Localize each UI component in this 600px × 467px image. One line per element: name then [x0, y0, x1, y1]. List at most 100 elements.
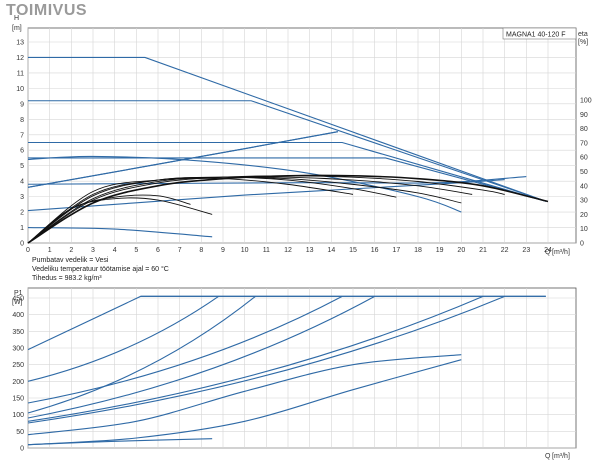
head-x-tick-15: 15	[349, 247, 357, 254]
head-curve-6	[27, 155, 462, 213]
head-x-tick-7: 7	[178, 247, 182, 254]
efficiency-curve-7	[27, 194, 191, 244]
power-curve-7	[27, 354, 462, 436]
head-x-tick-9: 9	[221, 247, 225, 254]
power-xlabel: Q	[545, 453, 551, 460]
head-x-tick-20: 20	[457, 247, 465, 254]
head-x-tick-24: 24	[544, 247, 552, 254]
note-fluid: Pumbatav vedelik = Vesi	[32, 257, 109, 264]
head-x-tick-14: 14	[327, 247, 335, 254]
head-curve-9	[27, 226, 213, 238]
head-yunit: [m]	[12, 25, 22, 32]
head-y-tick-11: 11	[17, 70, 24, 77]
power-y-tick-9: 450	[12, 296, 24, 303]
head-x-tick-22: 22	[501, 247, 509, 254]
eta-y-tick-1: 10	[580, 226, 588, 233]
head-x-tick-19: 19	[436, 247, 444, 254]
eta-y-tick-8: 80	[580, 126, 588, 133]
head-x-tick-4: 4	[113, 247, 117, 254]
power-chart-ticks: 0 50 100 150 200 250 300 350 400 450	[12, 296, 24, 453]
head-y-tick-10: 10	[16, 86, 24, 93]
head-curve-8	[27, 131, 338, 188]
eta-y-tick-7: 70	[580, 140, 588, 147]
power-y-tick-7: 350	[12, 329, 24, 336]
power-curve-9	[27, 438, 213, 446]
head-x-tick-10: 10	[241, 247, 249, 254]
power-curve-3	[27, 295, 343, 404]
efficiency-curve-3	[27, 176, 462, 244]
head-y-tick-4: 4	[20, 179, 24, 186]
head-y-tick-8: 8	[20, 117, 24, 124]
power-y-tick-0: 0	[20, 446, 24, 453]
head-chart-frame	[27, 27, 577, 244]
power-chart-frame	[27, 287, 577, 449]
head-curves	[27, 56, 547, 238]
eta-y-tick-9: 90	[580, 112, 588, 119]
head-x-tick-21: 21	[479, 247, 487, 254]
head-x-tick-2: 2	[69, 247, 73, 254]
power-y-tick-1: 50	[16, 429, 24, 436]
head-x-tick-23: 23	[522, 247, 530, 254]
efficiency-curve-2	[27, 176, 473, 244]
head-curve-1	[28, 100, 547, 202]
eta-y-tick-3: 30	[580, 198, 588, 205]
model-label: MAGNA1 40-120 F	[506, 32, 566, 39]
note-density: Tihedus = 983.2 kg/m³	[32, 275, 102, 282]
eta-y-tick-2: 20	[580, 212, 588, 219]
head-y-tick-12: 12	[16, 55, 24, 62]
power-curves	[27, 295, 546, 446]
note-temperature: Vedeliku temperatuur töötamise ajal = 60…	[32, 265, 169, 273]
head-y-tick-6: 6	[20, 148, 24, 155]
power-curve-5	[27, 295, 484, 422]
power-chart-grid	[27, 288, 576, 449]
power-y-tick-3: 150	[12, 396, 24, 403]
head-y-tick-9: 9	[20, 101, 24, 108]
power-curve-6	[27, 295, 505, 424]
head-curve-0	[28, 56, 547, 202]
head-x-tick-13: 13	[306, 247, 314, 254]
head-x-tick-11: 11	[263, 247, 270, 254]
eta-y-tick-10: 100	[580, 98, 592, 105]
head-x-tick-3: 3	[91, 247, 95, 254]
head-chart-grid	[27, 28, 576, 244]
head-y-tick-5: 5	[20, 163, 24, 170]
power-y-tick-8: 400	[12, 312, 24, 319]
power-xunit: [m³/h]	[552, 453, 570, 460]
head-curve-4	[27, 175, 527, 185]
eta-y-tick-4: 40	[580, 183, 588, 190]
head-x-tick-0: 0	[26, 247, 30, 254]
efficiency-curves	[27, 174, 549, 244]
head-chart-ticks: 0 1 2 3 4 5 6 7 8 9 10 11 12 13 14 15 16 17 18 19 20 21 22 23 24…	[16, 40, 592, 255]
head-xunit: [m³/h]	[552, 249, 570, 256]
head-ylabel: H	[14, 15, 19, 22]
power-y-tick-6: 300	[12, 346, 24, 353]
head-y-tick-7: 7	[20, 132, 24, 139]
head-x-tick-6: 6	[156, 247, 160, 254]
head-x-tick-12: 12	[284, 247, 292, 254]
head-x-tick-5: 5	[134, 247, 138, 254]
head-x-tick-1: 1	[48, 247, 52, 254]
eta-y-tick-6: 60	[580, 155, 588, 162]
efficiency-curve-5	[27, 177, 354, 244]
head-y-tick-2: 2	[20, 210, 24, 217]
eta-y-tick-0: 0	[580, 241, 584, 248]
power-curve-4	[27, 295, 375, 419]
power-curve-2	[27, 295, 256, 414]
eta-ylabel: eta	[578, 31, 588, 38]
power-y-tick-5: 250	[12, 362, 24, 369]
head-x-tick-16: 16	[371, 247, 379, 254]
page-title: TOIMIVUS	[6, 2, 88, 19]
power-y-tick-2: 100	[12, 412, 24, 419]
head-y-tick-1: 1	[20, 225, 24, 232]
head-x-tick-8: 8	[199, 247, 203, 254]
head-y-tick-0: 0	[20, 241, 24, 248]
power-ylabel: P1	[14, 290, 23, 297]
power-yunit: [W]	[12, 299, 23, 306]
efficiency-curve-1	[27, 175, 505, 244]
power-y-tick-4: 200	[12, 379, 24, 386]
head-y-tick-13: 13	[16, 40, 24, 47]
power-curve-1	[27, 295, 219, 382]
head-xlabel: Q	[545, 249, 551, 256]
eta-y-tick-5: 50	[580, 169, 588, 176]
